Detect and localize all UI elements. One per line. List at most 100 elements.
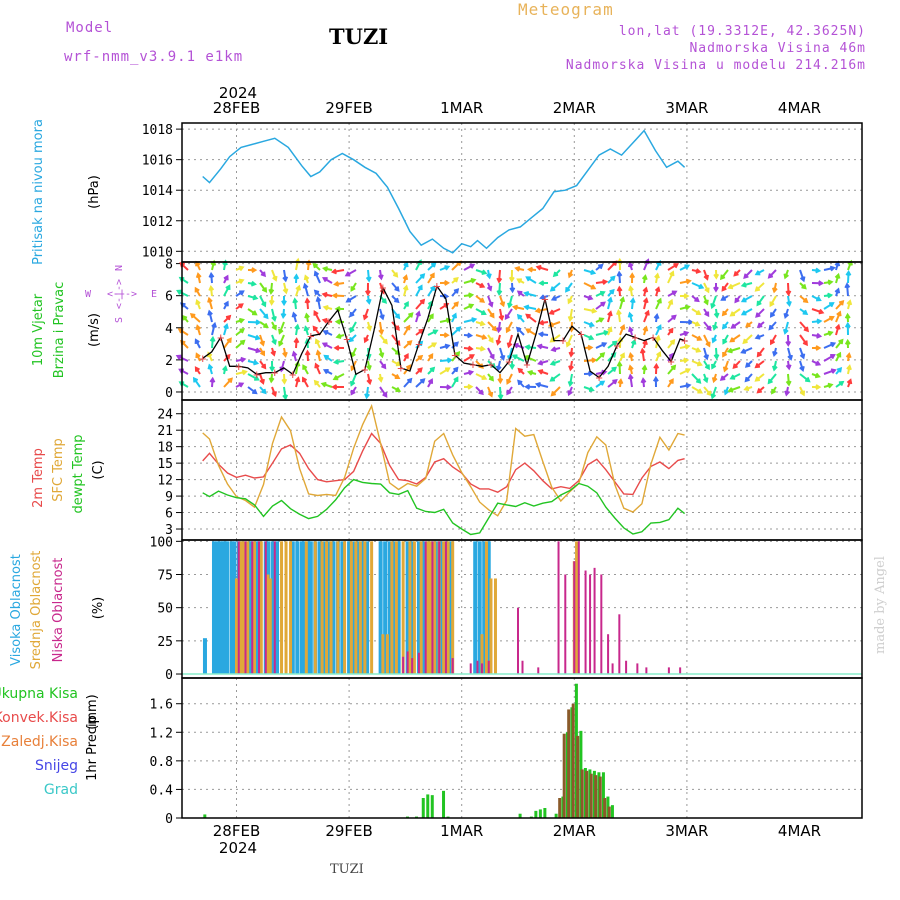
- y-tick-label: 21: [157, 424, 173, 439]
- wind-arrow-head: [269, 366, 276, 373]
- wind-gust-mark: +: [397, 361, 404, 375]
- wind-arrow-head: [209, 335, 216, 342]
- precip-legend-item: Ukupna Kisa: [0, 686, 78, 702]
- wind-arrow-head: [695, 268, 702, 274]
- wind-arrow-head: [844, 282, 851, 289]
- wind-arrow-head: [547, 321, 554, 328]
- wind-arrow-head: [332, 359, 339, 365]
- wind-arrow-head: [767, 273, 774, 279]
- wind-arrow-head: [830, 354, 836, 360]
- wind-arrow-head: [504, 314, 510, 321]
- y-tick-label: 6: [165, 507, 173, 522]
- cloud-bar: [557, 541, 560, 675]
- wind-arrow-head: [271, 339, 277, 346]
- wind-arrow-head: [478, 389, 484, 396]
- wind-arrow-head: [601, 369, 608, 376]
- wind-arrow-head: [418, 328, 425, 335]
- wind-east-glyph: E: [151, 289, 157, 300]
- wind-arrow-head: [268, 288, 275, 295]
- wind-arrow-head: [304, 312, 310, 319]
- cloud-bar: [442, 541, 446, 675]
- wind-gust-mark: +: [433, 279, 440, 293]
- cloud-bar: [218, 541, 223, 675]
- cloud-bar: [295, 541, 300, 675]
- cloud-bar: [254, 541, 259, 675]
- wind-arrow-head: [830, 341, 837, 348]
- wind-arrow-head: [261, 287, 268, 293]
- wind-arrow-head: [726, 347, 733, 354]
- wind-arrow-head: [695, 347, 702, 353]
- cloud-bar: [246, 541, 250, 675]
- wind-arrow: [583, 282, 596, 290]
- wind-gust-mark: +: [289, 367, 296, 381]
- wind-gust-mark: +: [595, 371, 602, 385]
- wind-arrow-head: [406, 340, 413, 346]
- cloud-bar: [537, 667, 540, 675]
- wind-arrow-head: [730, 323, 736, 329]
- cloud-bar: [405, 541, 410, 675]
- wind-arrow-head: [844, 338, 851, 345]
- y-tick-label: 1012: [142, 215, 173, 230]
- wind-arrow-head: [838, 380, 845, 387]
- cloud-mid-ylabel: Srednja Oblacnost: [29, 551, 44, 670]
- wind-arrow-head: [720, 295, 726, 301]
- cloud-bar: [280, 541, 284, 675]
- wind-arrow-head: [488, 337, 494, 344]
- wind-arrow-head: [654, 286, 661, 293]
- wind-arrow-head: [366, 325, 373, 332]
- precip-bar: [534, 810, 538, 818]
- wind-arrow-head: [495, 339, 502, 346]
- wind-arrow-head: [729, 337, 735, 343]
- wind-arrow-head: [225, 284, 231, 290]
- wind-arrow-head: [377, 376, 384, 383]
- wind-arrow-head: [419, 378, 426, 384]
- wind-arrow-head: [844, 312, 851, 319]
- y-tick-label: 1.6: [150, 698, 173, 713]
- wind-arrow-head: [495, 365, 502, 372]
- wind-arrow-head: [195, 324, 202, 331]
- top-date-label: 3MAR: [665, 99, 708, 117]
- wind-arrow-head: [479, 297, 486, 303]
- wind-arrow-head: [784, 390, 790, 397]
- wind-arrow-head: [350, 352, 356, 359]
- cloud-bar: [577, 541, 580, 675]
- wind-arrow-head: [251, 267, 258, 273]
- wind-arrow-head: [252, 389, 258, 395]
- cloud-bar: [308, 541, 313, 675]
- wind-arrow-head: [207, 296, 213, 303]
- wind-arrow-head: [268, 299, 275, 306]
- wind-arrow-head: [754, 363, 761, 369]
- wind-arrow-head: [830, 368, 837, 374]
- wind-arrow-head: [771, 365, 778, 372]
- cloud-bar: [229, 541, 234, 675]
- wind-arrow-head: [207, 363, 214, 370]
- wind-arrow-head: [432, 329, 439, 335]
- wind-arrow: [463, 318, 476, 323]
- wind-arrow-head: [684, 304, 691, 311]
- wind-arrow-head: [211, 321, 217, 328]
- wind-ns-arrow-glyph: <-|->: [114, 279, 125, 309]
- wind-arrow-head: [313, 289, 320, 296]
- cloud-bar: [211, 541, 216, 675]
- wind-arrow-head: [684, 264, 691, 270]
- wind-arrow-head: [654, 272, 660, 279]
- wind-arrow-head: [567, 272, 574, 279]
- wind-arrow-head: [754, 270, 761, 276]
- wind-arrow-head: [255, 347, 262, 354]
- wind-arrow-head: [350, 286, 356, 292]
- wind-arrow-head: [607, 326, 613, 333]
- wind-arrow-head: [445, 367, 451, 373]
- wind-arrow-head: [403, 301, 409, 307]
- wind-arrow-head: [330, 268, 337, 275]
- wind-arrow-head: [429, 272, 435, 278]
- wind-arrow-head: [363, 337, 369, 344]
- wind-arrow-head: [756, 300, 762, 307]
- wind-arrow-head: [195, 272, 202, 279]
- wind-arrow-head: [568, 365, 574, 372]
- wind-gust-mark: +: [451, 348, 458, 362]
- wind-arrow-head: [226, 337, 232, 343]
- wind-arrow-head: [727, 283, 734, 290]
- cloud-bar: [351, 541, 356, 675]
- bottom-date-label: 28FEB: [213, 822, 260, 840]
